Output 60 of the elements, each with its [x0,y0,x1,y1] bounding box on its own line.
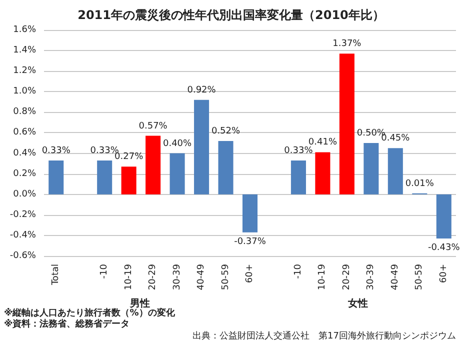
bar [194,100,210,194]
x-tick-label: 30-39 [172,264,182,290]
bar [121,166,136,194]
y-tick-label: 1.2% [13,66,36,76]
y-tick-label: 1.0% [13,86,36,97]
data-label: 0.92% [187,85,216,96]
y-tick-label: 1.6% [13,25,36,35]
x-tick-label: 40-49 [196,264,207,290]
x-tick-label: -10 [293,264,304,279]
y-tick-label: 0.6% [13,128,36,138]
data-label: 1.37% [332,39,362,50]
bar [388,148,403,194]
data-label: 0.45% [381,134,410,144]
y-tick-label: -0.6% [10,251,36,261]
x-tick-label: 40-49 [390,264,400,290]
y-tick-label: -0.2% [10,210,36,220]
x-tick-label: 20-29 [342,264,352,290]
bar [436,194,452,239]
data-label: 0.33% [42,146,71,156]
bar [170,153,185,194]
bar [48,160,64,194]
bar [339,54,354,194]
bar [218,140,234,194]
source-note: 出典：公益財団法人交通公社 第17回海外旅行動向シンポジウム [192,330,456,342]
y-tick-label: 0.8% [13,107,36,118]
chart-title: 2011年の震災後の性年代別出国率変化量（2010年比） [78,8,384,22]
x-tick-label: 30-39 [366,264,376,290]
data-label: -0.37% [234,236,266,247]
data-label: 0.27% [114,152,144,162]
data-label: 0.52% [211,126,241,136]
x-tick-label: 10-19 [124,264,134,290]
bar [290,160,306,194]
y-tick-label: 0.4% [13,148,36,158]
y-tick-label: 1.4% [13,46,36,56]
text: 男性 [129,298,150,310]
bar [364,143,379,194]
y-tick-label: 0.2% [13,168,36,179]
x-tick-label: 50-59 [220,264,231,290]
text: ※資料：法務省、総務省データ [4,318,130,330]
y-tick-label: 0.0% [13,189,36,200]
data-label: 0.33% [284,146,314,156]
text: ※縦軸は人口あたり旅行者数（%）の変化 [4,308,176,318]
x-tick-label: 60+ [245,264,255,283]
bar [146,136,161,194]
data-label: -0.43% [428,243,460,254]
x-tick-label: 50-59 [414,264,425,290]
bar [242,194,258,232]
x-tick-label: Total [51,264,62,286]
x-tick-label: 20-29 [148,264,158,290]
x-tick-label: -10 [100,264,110,279]
bar [97,160,112,194]
x-tick-label: 60+ [438,264,449,283]
data-label: 0.57% [138,121,168,132]
bar [315,152,330,194]
text: 女性 [347,298,368,310]
data-label: 0.41% [308,138,338,148]
data-label: 0.40% [162,138,192,149]
data-label: 0.01% [405,178,434,189]
y-tick-label: -0.4% [10,230,36,240]
x-tick-label: 10-19 [318,264,328,290]
